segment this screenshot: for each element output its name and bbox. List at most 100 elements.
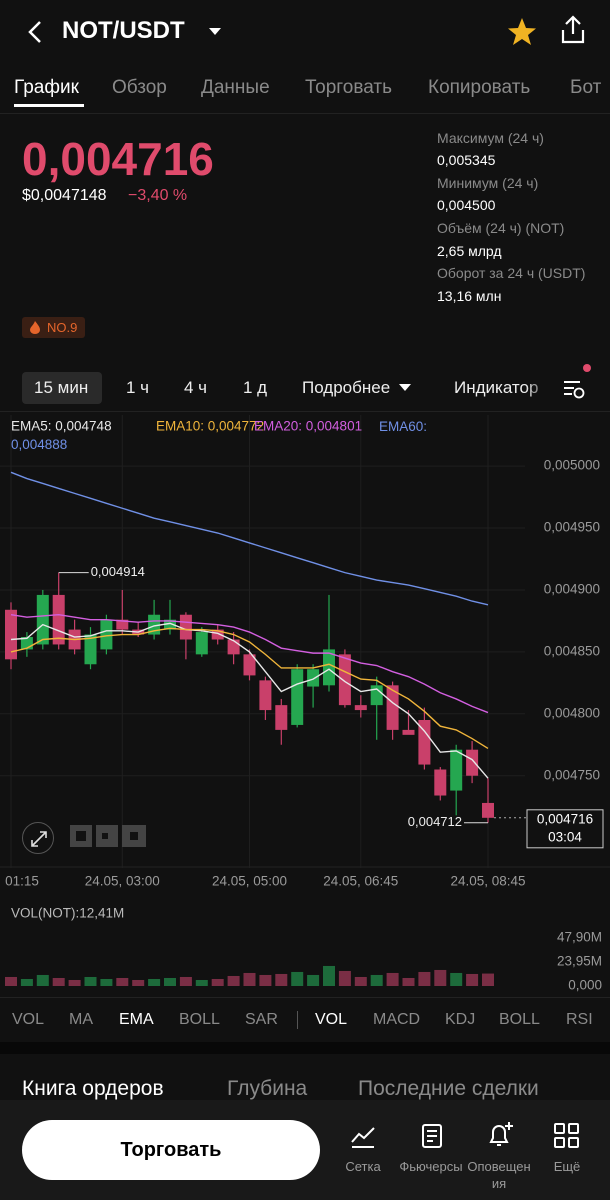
candle-body — [100, 619, 113, 650]
ema-line — [10, 622, 489, 779]
stat-label: Максимум (24 ч) — [437, 130, 544, 146]
x-tick-label: 24.05, 08:45 — [450, 874, 525, 889]
volume-bar — [370, 974, 383, 986]
expand-button[interactable] — [22, 822, 54, 854]
volume-bar — [418, 971, 431, 986]
pair-title[interactable]: NOT/USDT — [62, 17, 185, 44]
volume-bar — [195, 979, 208, 986]
volume-bar — [20, 978, 33, 986]
volume-bar — [402, 977, 415, 986]
star-icon[interactable] — [506, 16, 538, 48]
timeframe[interactable]: 1 ч — [126, 378, 150, 397]
volume-bar — [386, 972, 399, 986]
separator — [297, 1011, 298, 1029]
candle-body — [259, 680, 272, 711]
volume-bar — [450, 972, 463, 986]
badge[interactable]: NO.9 — [22, 317, 85, 338]
usd-price: $0,0047148 — [22, 187, 107, 204]
back-icon[interactable] — [24, 18, 48, 46]
stat-value: 0,004500 — [437, 197, 496, 213]
volume-bar — [68, 979, 81, 986]
volume-bar — [179, 976, 192, 986]
candle-body — [402, 729, 415, 735]
y-tick-label: 23,95M — [557, 954, 602, 969]
nav-label[interactable]: Фьючерсы — [399, 1159, 463, 1174]
expand-icon — [31, 831, 47, 847]
settings-icon[interactable] — [560, 376, 588, 404]
volume-bar — [275, 973, 288, 986]
candle-body — [354, 705, 367, 711]
legend-entry: EMA60: 0,004888 — [11, 419, 427, 452]
divider — [0, 997, 610, 998]
candle-body — [179, 614, 192, 640]
nav-label[interactable]: Сетка — [345, 1159, 381, 1174]
divider — [0, 411, 610, 412]
stat-label: Оборот за 24 ч (USDT) — [437, 265, 586, 281]
indicator[interactable]: BOLL — [179, 1011, 220, 1028]
tab[interactable]: Данные — [201, 77, 270, 98]
nav-label[interactable]: Оповещения — [467, 1159, 531, 1191]
tab[interactable]: График — [14, 77, 79, 98]
volume-bar — [482, 973, 494, 986]
volume-bar — [164, 977, 176, 986]
indicator[interactable]: RSI — [566, 1011, 593, 1028]
volume-bar — [307, 974, 320, 986]
volume-bar — [100, 978, 113, 986]
tab[interactable]: Копировать — [428, 77, 531, 98]
stat-value: 13,16 млн — [437, 288, 502, 304]
volume-bar — [148, 978, 161, 986]
indicator[interactable]: BOLL — [499, 1011, 540, 1028]
tab[interactable]: Обзор — [112, 77, 167, 98]
candle-body — [291, 669, 304, 725]
share-icon[interactable] — [558, 14, 588, 46]
ema-line — [10, 627, 489, 750]
volume-bar — [338, 970, 351, 986]
volume-bar — [323, 965, 335, 986]
timeframe[interactable]: 1 д — [243, 378, 268, 397]
indicator[interactable]: EMA — [119, 1011, 154, 1028]
volume-bar — [291, 971, 304, 986]
bottom-bar: Торговать — [0, 1100, 610, 1200]
candle-body — [52, 594, 65, 645]
tab[interactable]: Торговать — [305, 77, 392, 98]
indicator[interactable]: VOL — [12, 1011, 45, 1028]
change: −3,40 % — [128, 187, 188, 204]
candle-body — [5, 609, 17, 660]
ema-line — [10, 471, 489, 606]
dropdown-icon[interactable] — [207, 26, 223, 38]
stat-value: 2,65 млрд — [437, 243, 502, 259]
timeframe[interactable]: Подробнее — [302, 378, 391, 397]
tab[interactable]: Бот — [570, 77, 602, 98]
candle-body — [275, 705, 288, 730]
indicator[interactable]: MA — [69, 1011, 93, 1028]
y-tick-label: 0,004900 — [544, 582, 600, 597]
indicator[interactable]: MACD — [373, 1011, 421, 1028]
last-price-label: 0,004716 — [537, 811, 593, 826]
volume-bar — [5, 976, 17, 986]
timeframe[interactable]: 4 ч — [184, 378, 208, 397]
last-price-box — [526, 809, 604, 849]
book-tab[interactable]: Глубина — [227, 1077, 308, 1100]
indicator[interactable]: KDJ — [445, 1011, 476, 1028]
candle-body — [434, 769, 447, 796]
badge-text: NO.9 — [47, 320, 78, 335]
book-tab[interactable]: Последние сделки — [358, 1077, 539, 1100]
y-tick-label: 0,004950 — [544, 520, 600, 535]
fire-icon — [30, 321, 40, 334]
nav-label[interactable]: Ещё — [553, 1159, 581, 1174]
volume-title: VOL(NOT):12,41M — [11, 906, 124, 921]
candle-body — [227, 639, 240, 655]
timeframe[interactable]: Индикатор — [454, 378, 539, 397]
high-label: 0,004914 — [91, 564, 145, 579]
candle-body — [482, 802, 494, 818]
indicator[interactable]: VOL — [315, 1011, 348, 1028]
timeframe[interactable]: 15 мин — [34, 378, 89, 397]
y-tick-label: 0,005000 — [544, 458, 600, 473]
stat-label: Минимум (24 ч) — [437, 175, 539, 191]
candle-body — [84, 634, 97, 665]
more-icon — [554, 1123, 579, 1148]
book-tab[interactable]: Книга ордеров — [22, 1077, 164, 1100]
trade-button[interactable]: Торговать — [22, 1120, 320, 1180]
indicator[interactable]: SAR — [245, 1011, 278, 1028]
